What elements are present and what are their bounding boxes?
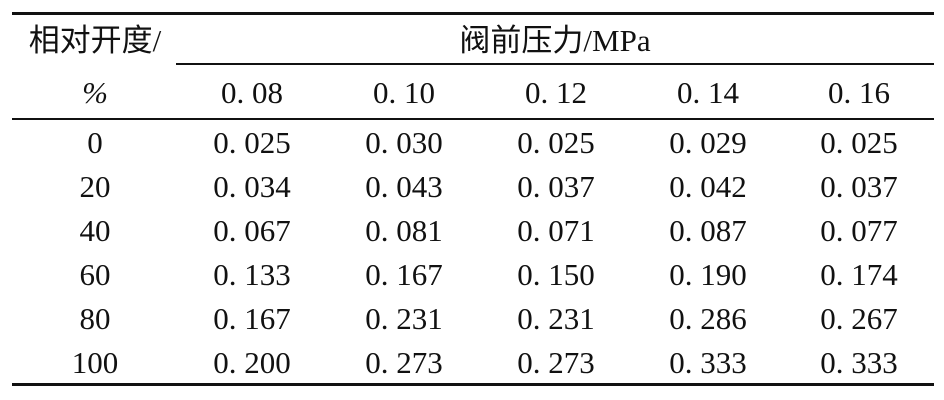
column-header: 0. 12 (525, 74, 587, 110)
row-label: 80 (79, 300, 111, 336)
table-cell: 0. 267 (820, 300, 898, 336)
table-cell: 0. 034 (213, 168, 291, 204)
table-cell: 0. 333 (820, 344, 898, 380)
row-label: 20 (79, 168, 111, 204)
group-header-underline (176, 63, 934, 65)
table-cell: 0. 190 (669, 256, 747, 292)
table-cell: 0. 273 (365, 344, 443, 380)
table-cell: 0. 087 (669, 212, 747, 248)
row-header-unit: % (82, 74, 108, 110)
table-cell: 0. 037 (820, 168, 898, 204)
column-header: 0. 08 (221, 74, 283, 110)
table-cell: 0. 042 (669, 168, 747, 204)
table-cell: 0. 025 (517, 124, 595, 160)
table-cell: 0. 167 (365, 256, 443, 292)
table-cell: 0. 231 (365, 300, 443, 336)
table-cell: 0. 167 (213, 300, 291, 336)
table-cell: 0. 174 (820, 256, 898, 292)
bottom-rule (12, 383, 934, 386)
column-header: 0. 16 (828, 74, 890, 110)
table-cell: 0. 150 (517, 256, 595, 292)
table-cell: 0. 231 (517, 300, 595, 336)
table-cell: 0. 077 (820, 212, 898, 248)
table-cell: 0. 037 (517, 168, 595, 204)
group-header: 阀前压力/MPa (459, 22, 651, 58)
table-cell: 0. 025 (213, 124, 291, 160)
table-cell: 0. 030 (365, 124, 443, 160)
table-cell: 0. 200 (213, 344, 291, 380)
table-cell: 0. 025 (820, 124, 898, 160)
table-cell: 0. 133 (213, 256, 291, 292)
row-header-title: 相对开度/ (28, 22, 162, 58)
row-label: 40 (79, 212, 111, 248)
row-label: 0 (87, 124, 103, 160)
row-label: 60 (79, 256, 111, 292)
table-cell: 0. 081 (365, 212, 443, 248)
column-header: 0. 14 (677, 74, 739, 110)
row-label: 100 (71, 344, 119, 380)
header-bottom-rule (12, 118, 934, 120)
top-rule (12, 12, 934, 15)
table-cell: 0. 273 (517, 344, 595, 380)
column-header: 0. 10 (373, 74, 435, 110)
table-cell: 0. 333 (669, 344, 747, 380)
table-cell: 0. 071 (517, 212, 595, 248)
table-cell: 0. 043 (365, 168, 443, 204)
table-cell: 0. 029 (669, 124, 747, 160)
table-cell: 0. 067 (213, 212, 291, 248)
table-cell: 0. 286 (669, 300, 747, 336)
